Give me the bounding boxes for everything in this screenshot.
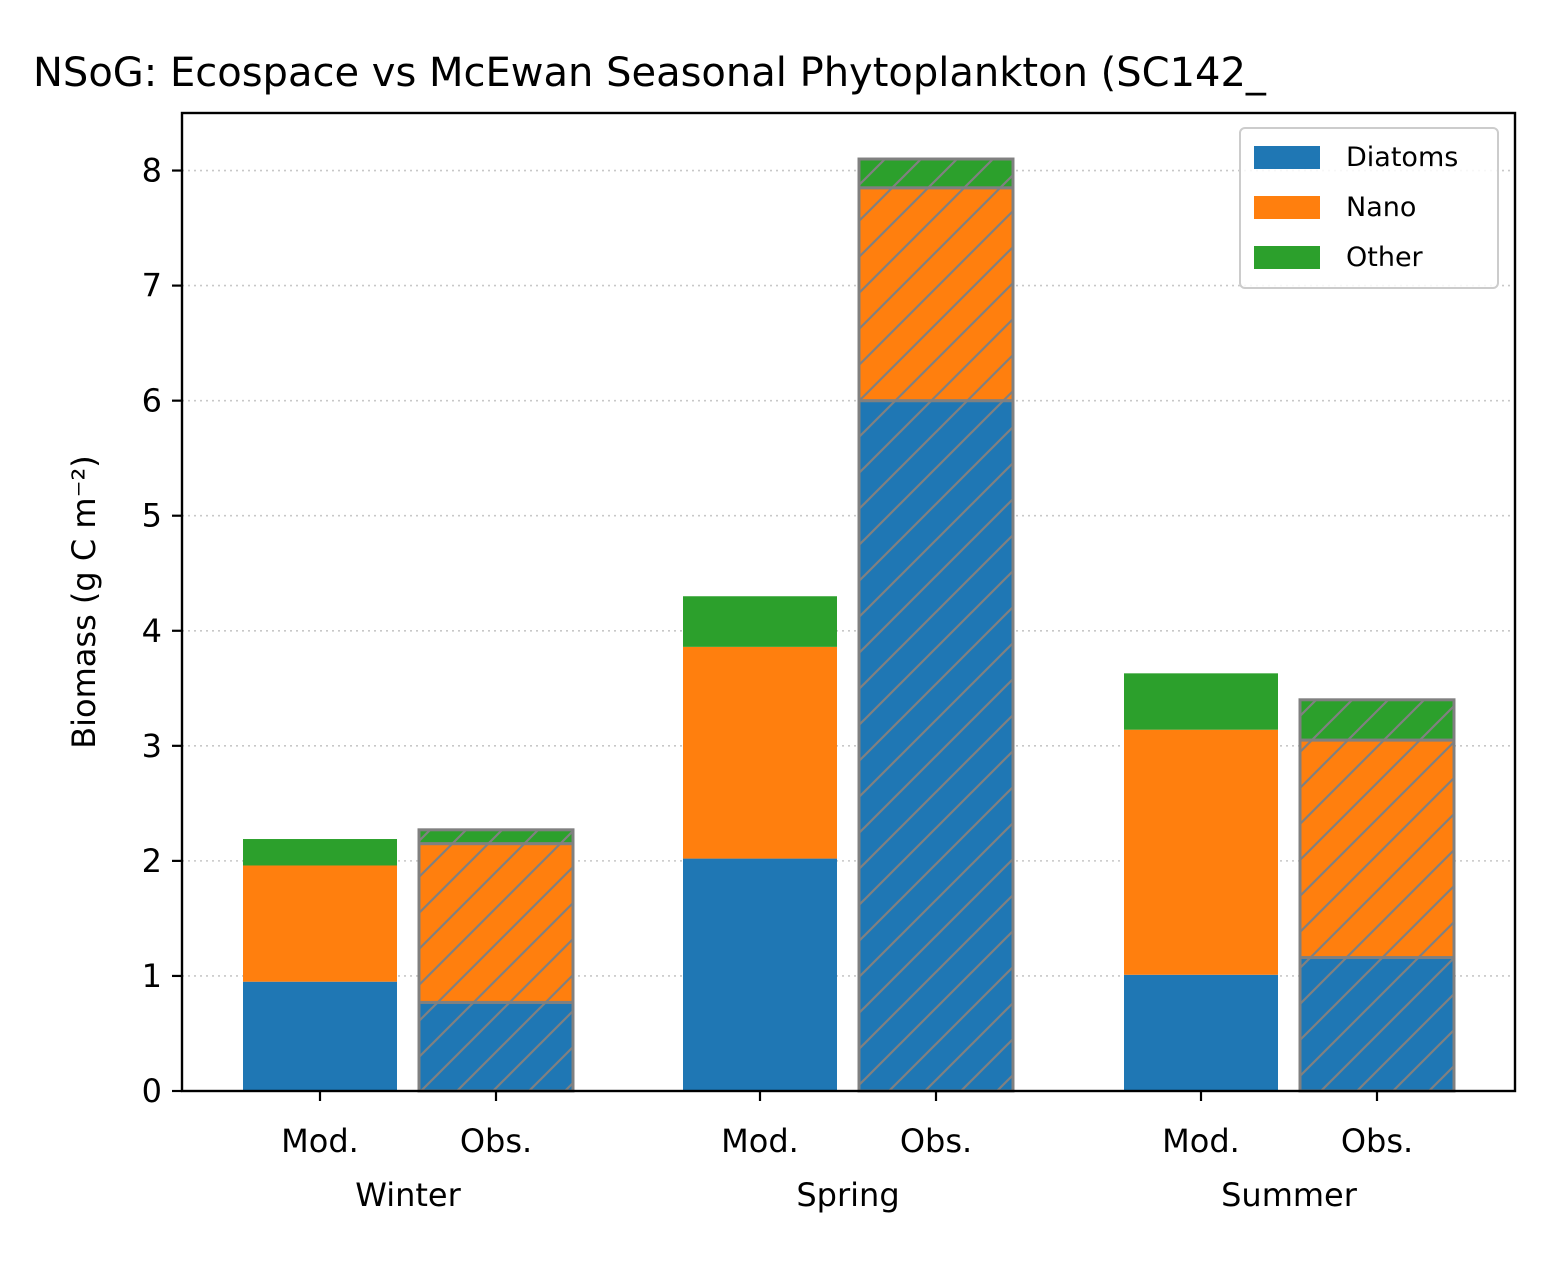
y-axis-label: Biomass (g C m⁻²) <box>65 455 103 749</box>
y-tick-label: 7 <box>142 267 162 305</box>
y-axis: 0 1 2 3 4 5 6 7 8 <box>142 152 182 1110</box>
x-tick-label-obs: Obs. <box>460 1122 532 1160</box>
bar-nano-winter-mod <box>243 865 397 982</box>
x-tick-label-mod: Mod. <box>721 1122 799 1160</box>
x-tick-label-mod: Mod. <box>1162 1122 1240 1160</box>
bar-hatch-diatoms-summer <box>1298 956 1456 1093</box>
x-tick-label-mod: Mod. <box>281 1122 359 1160</box>
y-tick-label: 8 <box>142 152 162 190</box>
y-tick-label: 6 <box>142 382 162 420</box>
y-tick-label: 5 <box>142 497 162 535</box>
bar-hatch-other-spring <box>857 157 1015 190</box>
group-label-summer: Summer <box>1221 1176 1358 1214</box>
y-tick-label: 4 <box>142 612 162 650</box>
legend-swatch-other <box>1254 246 1320 269</box>
legend-label-diatoms: Diatoms <box>1346 142 1458 173</box>
plot-area-frame <box>180 111 1517 1093</box>
chart-title: NSoG: Ecospace vs McEwan Seasonal Phytop… <box>33 50 1267 96</box>
bar-nano-spring-mod <box>683 646 837 859</box>
grid-lines <box>182 169 1515 977</box>
x-tick-label-obs: Obs. <box>1341 1122 1413 1160</box>
legend: Diatoms Nano Other <box>1239 127 1499 289</box>
y-tick-label: 1 <box>142 957 162 995</box>
bars <box>243 157 1456 1093</box>
y-tick-label: 0 <box>142 1072 162 1110</box>
bar-other-spring-mod <box>683 596 837 647</box>
legend-label-nano: Nano <box>1346 192 1416 223</box>
group-label-winter: Winter <box>355 1176 461 1214</box>
bar-hatch-diatoms-spring <box>857 399 1015 1093</box>
bar-hatch-nano-summer <box>1298 738 1456 960</box>
legend-label-other: Other <box>1346 242 1424 273</box>
x-tick-label-obs: Obs. <box>900 1122 972 1160</box>
bar-hatch-other-winter <box>417 828 575 846</box>
bar-diatoms-winter-mod <box>243 981 397 1091</box>
bar-diatoms-summer-mod <box>1124 974 1278 1091</box>
bar-nano-summer-mod <box>1124 729 1278 975</box>
legend-swatch-nano <box>1254 196 1320 219</box>
bar-hatch-nano-winter <box>417 842 575 1004</box>
legend-swatch-diatoms <box>1254 146 1320 169</box>
bar-other-winter-mod <box>243 839 397 866</box>
bar-diatoms-spring-mod <box>683 858 837 1091</box>
y-tick-label: 3 <box>142 727 162 765</box>
bar-other-summer-mod <box>1124 673 1278 730</box>
bar-hatch-diatoms-winter <box>417 1000 575 1093</box>
group-label-spring: Spring <box>796 1176 899 1214</box>
bar-hatch-nano-spring <box>857 186 1015 403</box>
y-tick-label: 2 <box>142 842 162 880</box>
bar-hatch-other-summer <box>1298 698 1456 742</box>
